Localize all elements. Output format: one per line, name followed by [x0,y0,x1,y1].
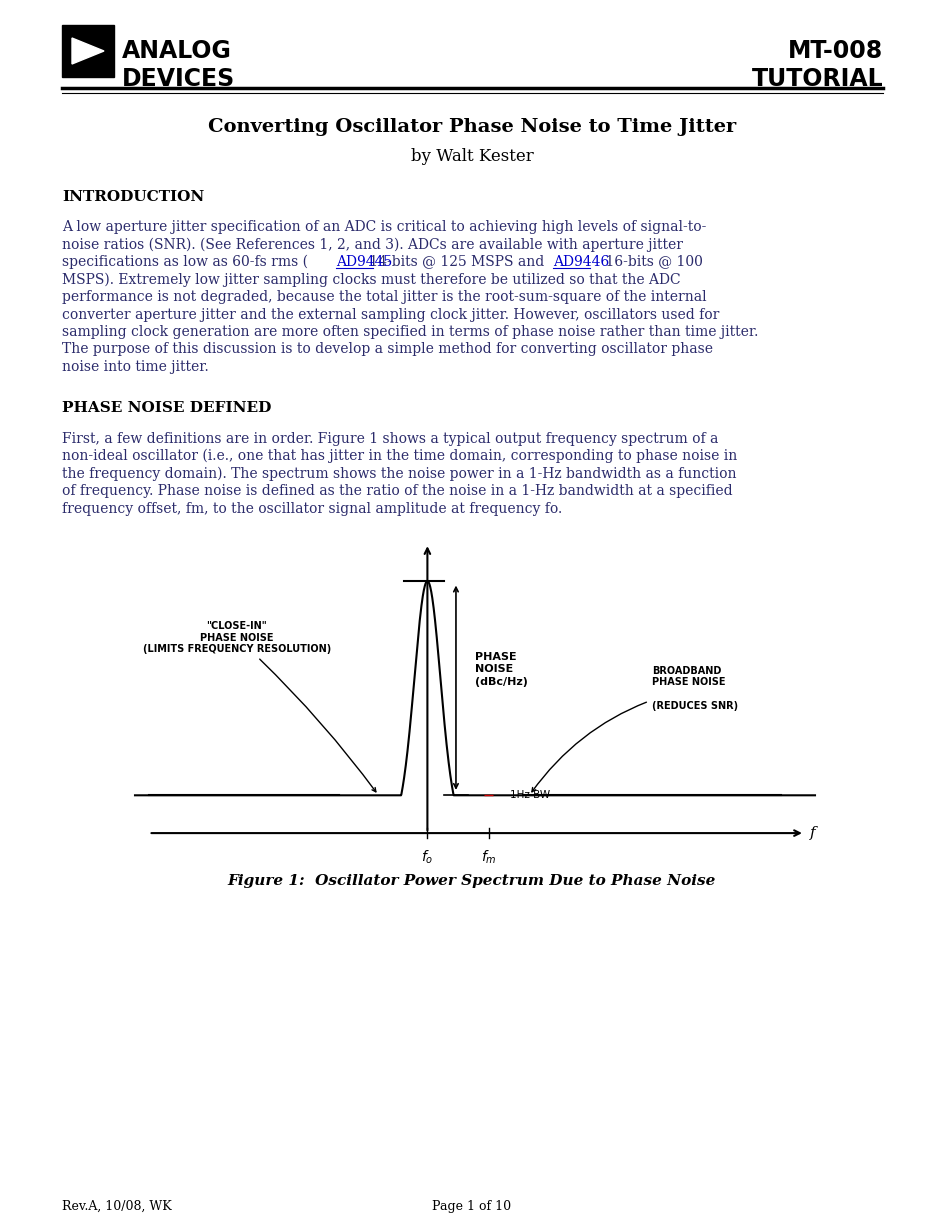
Text: by Walt Kester: by Walt Kester [411,148,532,165]
Text: sampling clock generation are more often specified in terms of phase noise rathe: sampling clock generation are more often… [62,325,758,339]
Text: frequency offset, fm, to the oscillator signal amplitude at frequency fo.: frequency offset, fm, to the oscillator … [62,501,562,516]
Text: 1Hz BW: 1Hz BW [510,790,550,800]
Text: the frequency domain). The spectrum shows the noise power in a 1-Hz bandwidth as: the frequency domain). The spectrum show… [62,466,735,481]
Text: of frequency. Phase noise is defined as the ratio of the noise in a 1-Hz bandwid: of frequency. Phase noise is defined as … [62,484,732,498]
Text: The purpose of this discussion is to develop a simple method for converting osci: The purpose of this discussion is to dev… [62,342,712,356]
Text: MT-008
TUTORIAL: MT-008 TUTORIAL [750,39,882,91]
Text: performance is not degraded, because the total jitter is the root-sum-square of : performance is not degraded, because the… [62,290,706,305]
Text: Rev.A, 10/08, WK: Rev.A, 10/08, WK [62,1200,172,1213]
Text: AD9446: AD9446 [552,256,609,269]
Text: PHASE
NOISE
(dBc/Hz): PHASE NOISE (dBc/Hz) [475,652,528,686]
Text: specifications as low as 60-fs rms (              14-bits @ 125 MSPS and        : specifications as low as 60-fs rms ( 14-… [62,256,702,269]
Text: Converting Oscillator Phase Noise to Time Jitter: Converting Oscillator Phase Noise to Tim… [208,117,735,136]
Text: noise ratios (SNR). (See References 1, 2, and 3). ADCs are available with apertu: noise ratios (SNR). (See References 1, 2… [62,237,683,252]
Text: converter aperture jitter and the external sampling clock jitter. However, oscil: converter aperture jitter and the extern… [62,307,718,322]
Text: Figure 1:  Oscillator Power Spectrum Due to Phase Noise: Figure 1: Oscillator Power Spectrum Due … [228,874,716,888]
Polygon shape [72,38,104,64]
Text: PHASE NOISE DEFINED: PHASE NOISE DEFINED [62,401,271,416]
Text: BROADBAND
PHASE NOISE

(REDUCES SNR): BROADBAND PHASE NOISE (REDUCES SNR) [531,665,737,791]
Text: AD9445: AD9445 [336,256,392,269]
Text: MSPS). Extremely low jitter sampling clocks must therefore be utilized so that t: MSPS). Extremely low jitter sampling clo… [62,273,680,287]
Bar [62,24,114,77]
Text: noise into time jitter.: noise into time jitter. [62,360,209,374]
Text: ANALOG
DEVICES: ANALOG DEVICES [122,39,235,91]
Text: A low aperture jitter specification of an ADC is critical to achieving high leve: A low aperture jitter specification of a… [62,220,705,234]
Text: Page 1 of 10: Page 1 of 10 [432,1200,511,1213]
Text: $f_o$: $f_o$ [421,849,433,866]
Text: INTRODUCTION: INTRODUCTION [62,190,204,204]
Text: "CLOSE-IN"
PHASE NOISE
(LIMITS FREQUENCY RESOLUTION): "CLOSE-IN" PHASE NOISE (LIMITS FREQUENCY… [143,621,376,791]
Text: First, a few definitions are in order. Figure 1 shows a typical output frequency: First, a few definitions are in order. F… [62,432,717,445]
Text: f: f [809,826,815,840]
Text: non-ideal oscillator (i.e., one that has jitter in the time domain, correspondin: non-ideal oscillator (i.e., one that has… [62,449,736,464]
Text: $f_m$: $f_m$ [480,849,496,866]
